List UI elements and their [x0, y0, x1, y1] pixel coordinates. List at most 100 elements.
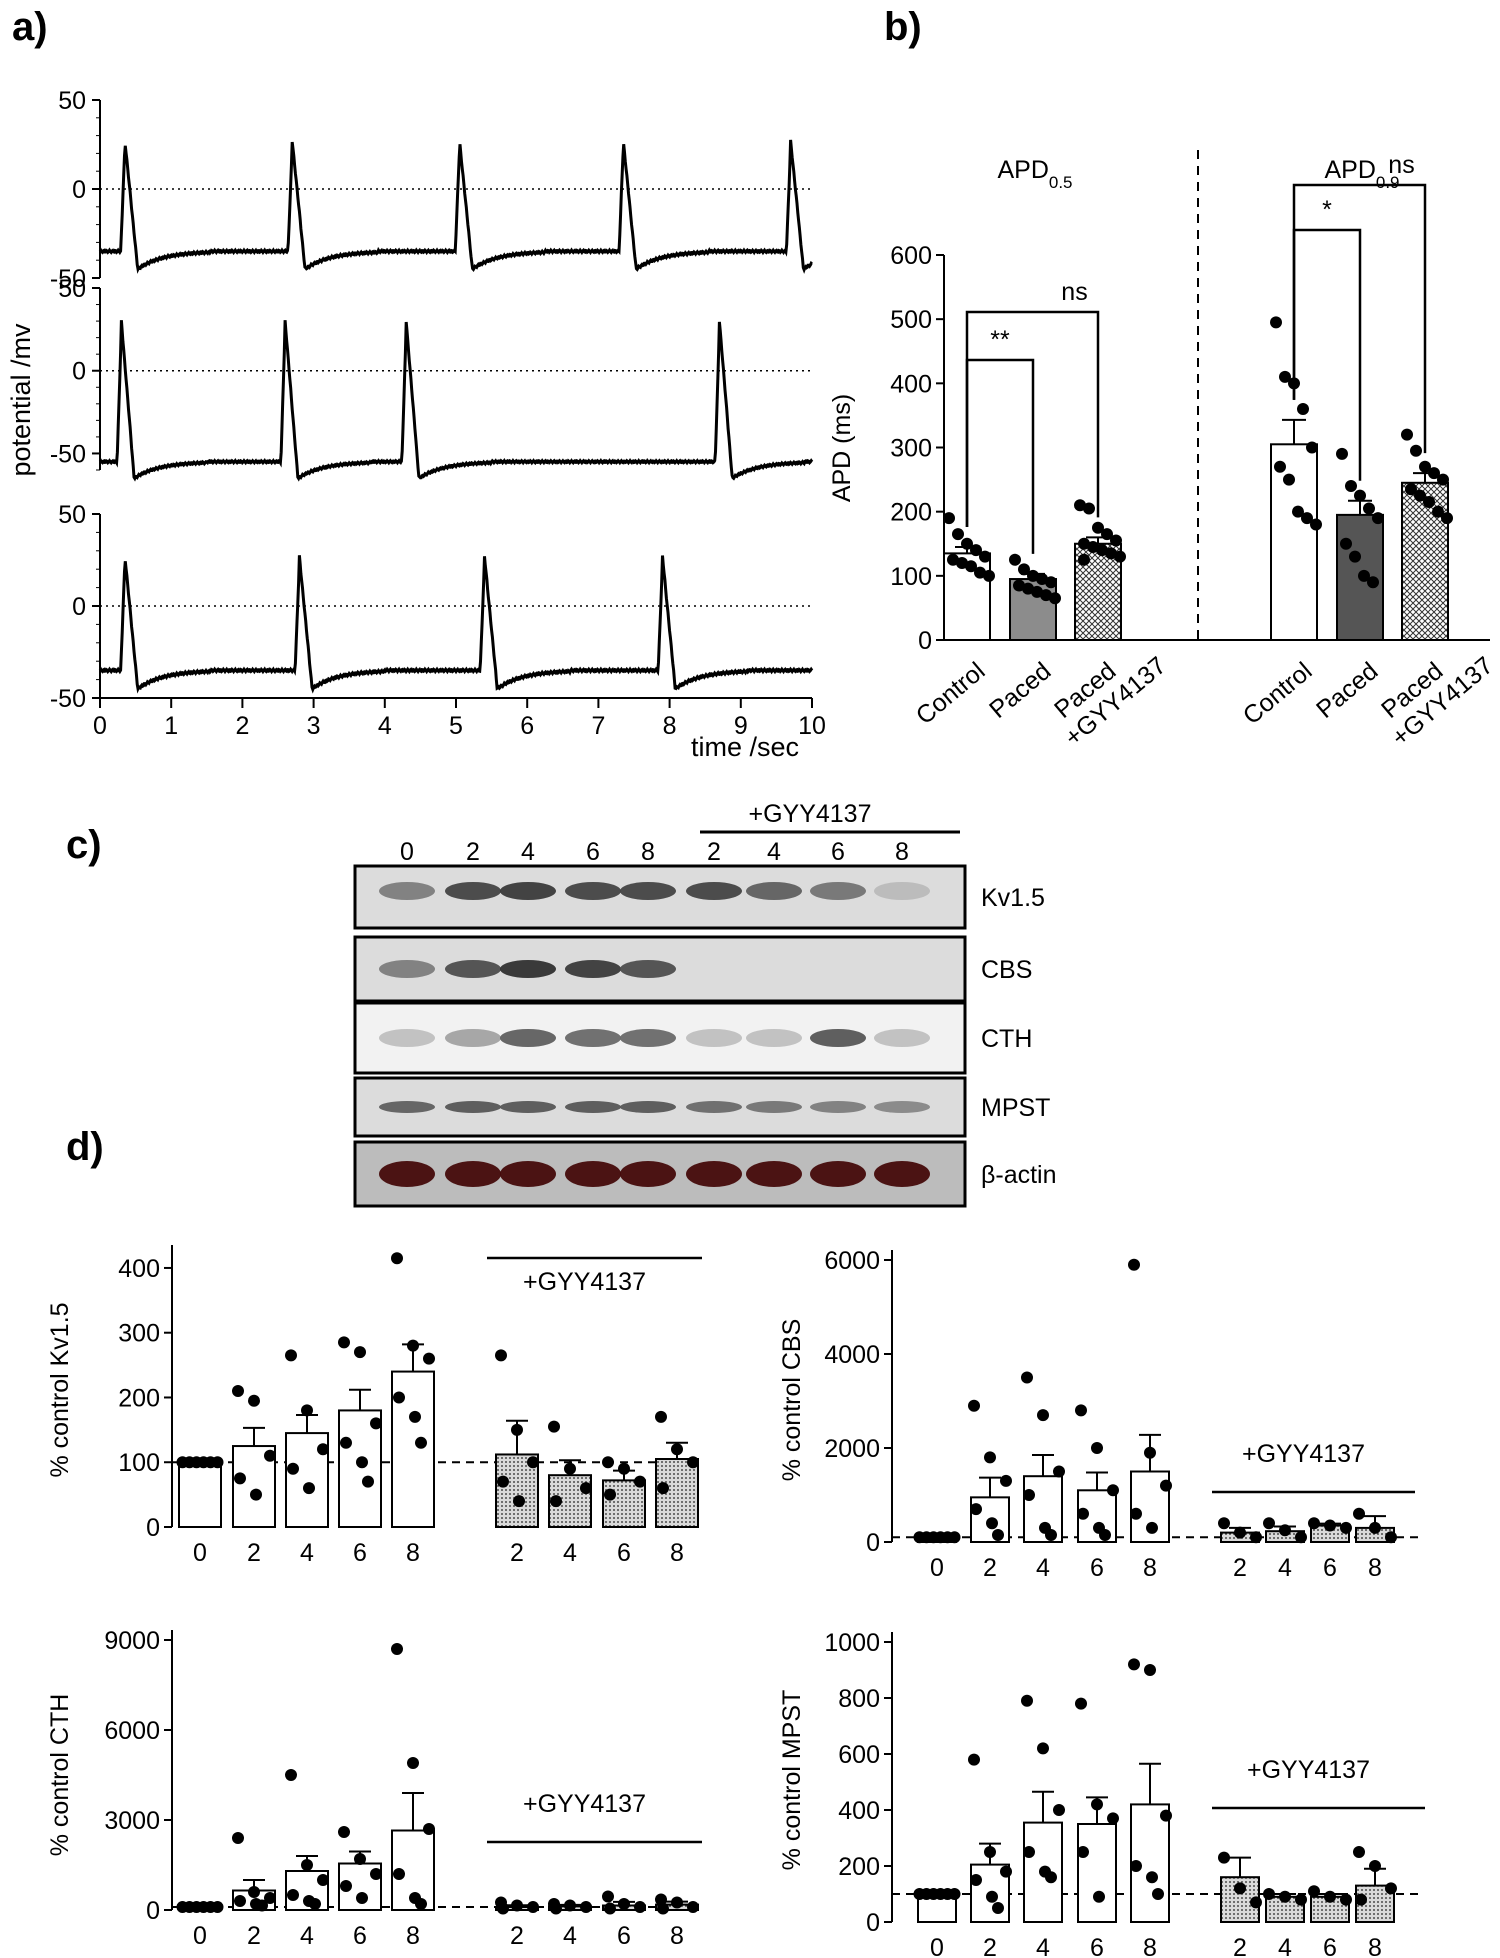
data-point — [1279, 1890, 1291, 1903]
data-point — [1107, 1484, 1119, 1497]
data-point — [1037, 1409, 1049, 1422]
data-point — [356, 1892, 368, 1904]
x-tick-label: 0 — [930, 1554, 944, 1582]
data-point — [511, 1423, 523, 1436]
bar — [178, 1461, 222, 1528]
lane-label: 4 — [767, 838, 781, 866]
data-point — [1369, 1521, 1381, 1534]
x-tick-label: 3 — [307, 712, 321, 740]
x-tick-label: 6 — [1090, 1934, 1104, 1958]
blot-row: CBS — [353, 935, 1032, 1003]
data-point — [965, 560, 977, 573]
category-label: Paced+GYY4137 — [1041, 630, 1171, 752]
x-tick-label: 6 — [1090, 1554, 1104, 1582]
data-point — [1295, 1893, 1307, 1906]
data-point — [1021, 1694, 1033, 1707]
y-axis-label: % control MPST — [778, 1690, 806, 1871]
data-point — [979, 550, 991, 563]
membrane-potential-trace — [98, 139, 813, 274]
data-point — [513, 1495, 525, 1508]
data-point — [301, 1859, 313, 1871]
data-point — [961, 537, 973, 550]
x-tick-label: 4 — [563, 1539, 577, 1567]
protein-band — [565, 1161, 621, 1187]
x-tick-label: 2 — [510, 1539, 524, 1567]
x-tick-label: 0 — [930, 1934, 944, 1958]
protein-band — [810, 1161, 866, 1187]
x-tick-label: 8 — [406, 1922, 420, 1950]
data-point — [338, 1826, 350, 1838]
quantification-chart: 0 2000 4000 6000 % control CBS 0 2 4 6 8 2 4 6 8 +GYY4… — [778, 1247, 1420, 1582]
data-point — [1401, 428, 1413, 441]
data-point — [497, 1475, 509, 1488]
y-tick-label: 4000 — [824, 1341, 880, 1369]
data-point — [1027, 569, 1039, 582]
category-label-line: Paced — [984, 657, 1056, 724]
y-tick-label: -50 — [50, 440, 86, 468]
data-point — [948, 1888, 961, 1900]
y-tick-label: 3000 — [104, 1807, 160, 1835]
protein-band — [565, 1029, 621, 1047]
data-point — [604, 1902, 616, 1915]
data-point — [1310, 518, 1322, 531]
data-point — [1077, 1846, 1089, 1858]
y-tick-label: 50 — [58, 501, 86, 529]
data-point — [970, 1503, 982, 1516]
x-tick-label: 6 — [617, 1539, 631, 1567]
category-label: Paced — [984, 657, 1056, 724]
data-point — [956, 557, 968, 569]
data-point — [1283, 473, 1295, 486]
data-point — [1053, 1465, 1065, 1478]
data-point — [1301, 512, 1313, 525]
data-point — [1279, 370, 1291, 383]
panel-label-a: a) — [12, 5, 48, 49]
data-point — [356, 1456, 368, 1469]
category-label: Control — [911, 657, 991, 730]
y-tick-label: 300 — [118, 1320, 160, 1348]
protein-band — [686, 1101, 742, 1113]
y-tick-label: 6000 — [104, 1717, 160, 1745]
y-tick-label: 1000 — [824, 1629, 880, 1657]
data-point — [1146, 1521, 1158, 1534]
y-axis-label: % control CTH — [46, 1694, 74, 1857]
lane-label: 8 — [641, 838, 655, 866]
data-point — [1349, 550, 1361, 563]
x-tick-label: 2 — [247, 1539, 261, 1567]
data-point — [1218, 1851, 1230, 1864]
data-point — [1093, 1890, 1105, 1903]
y-tick-label: 200 — [838, 1853, 880, 1881]
data-point — [1045, 1871, 1057, 1884]
protein-band — [445, 1029, 501, 1047]
data-point — [1146, 1871, 1158, 1884]
bar — [495, 1453, 539, 1529]
x-tick-label: 5 — [449, 712, 463, 740]
data-point — [1279, 1524, 1291, 1537]
protein-band — [746, 1029, 802, 1047]
data-point — [370, 1417, 382, 1430]
data-point — [1363, 502, 1375, 515]
data-point — [564, 1899, 576, 1912]
band-label: Kv1.5 — [981, 884, 1045, 912]
protein-band — [746, 882, 802, 900]
trace-panel: 50 0 -50 — [50, 87, 813, 293]
data-point — [657, 1902, 669, 1915]
x-tick-label: 8 — [1143, 1934, 1157, 1958]
data-point — [1306, 441, 1318, 454]
data-point — [1340, 1893, 1352, 1906]
data-point — [1075, 1404, 1087, 1417]
y-tick-label: 0 — [146, 1897, 160, 1925]
y-tick-label: -50 — [50, 265, 86, 293]
x-tick-label: 2 — [247, 1922, 261, 1950]
data-point — [1128, 1258, 1140, 1271]
bar — [338, 1409, 382, 1529]
data-point — [1250, 1896, 1262, 1909]
x-tick-label: 1 — [164, 712, 178, 740]
data-point — [393, 1868, 405, 1880]
data-point — [264, 1892, 276, 1904]
protein-band — [810, 1101, 866, 1113]
membrane-potential-trace — [98, 320, 814, 482]
data-point — [409, 1410, 421, 1423]
data-point — [309, 1898, 321, 1910]
